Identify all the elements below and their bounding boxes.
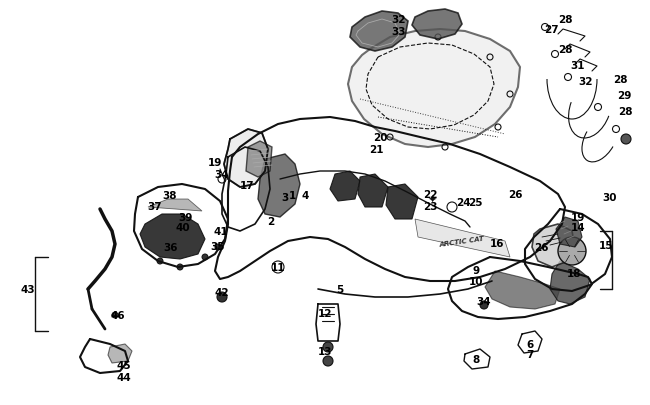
Text: 28: 28 [558, 45, 572, 55]
Text: 31: 31 [571, 61, 585, 71]
Text: 18: 18 [567, 269, 581, 278]
Text: 32: 32 [392, 15, 406, 25]
Polygon shape [556, 217, 582, 247]
Text: 39: 39 [178, 213, 192, 222]
Text: 26: 26 [508, 190, 522, 200]
Polygon shape [532, 224, 575, 267]
Polygon shape [140, 215, 205, 259]
Text: 22: 22 [422, 190, 437, 200]
Circle shape [323, 342, 333, 352]
Circle shape [217, 292, 227, 302]
Polygon shape [358, 175, 388, 207]
Text: 26: 26 [534, 243, 548, 252]
Text: 34: 34 [214, 170, 229, 179]
Text: 19: 19 [208, 158, 222, 168]
Polygon shape [412, 10, 462, 40]
Polygon shape [148, 200, 202, 211]
Circle shape [202, 254, 208, 260]
Circle shape [621, 135, 631, 145]
Text: 19: 19 [571, 213, 585, 222]
Text: 3: 3 [281, 192, 289, 202]
Text: 9: 9 [473, 265, 480, 275]
Polygon shape [224, 130, 268, 188]
Text: 28: 28 [618, 107, 632, 117]
Text: 38: 38 [162, 190, 177, 200]
Text: 27: 27 [543, 25, 558, 35]
Text: 43: 43 [21, 284, 35, 294]
Text: 28: 28 [558, 15, 572, 25]
Text: 34: 34 [476, 296, 491, 306]
Text: 37: 37 [148, 202, 162, 211]
Text: 20: 20 [372, 133, 387, 143]
Text: 36: 36 [164, 243, 178, 252]
Polygon shape [108, 344, 132, 363]
Circle shape [177, 264, 183, 270]
Text: 10: 10 [469, 276, 483, 286]
Polygon shape [485, 271, 560, 309]
Text: 16: 16 [489, 239, 504, 248]
Text: 6: 6 [526, 339, 534, 349]
Text: 13: 13 [318, 346, 332, 356]
Circle shape [112, 312, 118, 318]
Text: 2: 2 [267, 216, 274, 226]
Text: 42: 42 [214, 287, 229, 297]
Text: 8: 8 [473, 354, 480, 364]
Text: 7: 7 [526, 349, 534, 359]
Text: 45: 45 [117, 360, 131, 370]
Circle shape [157, 258, 163, 264]
Polygon shape [258, 155, 300, 217]
Polygon shape [550, 261, 590, 304]
Text: 30: 30 [603, 192, 618, 202]
Text: 40: 40 [176, 222, 190, 232]
Text: ✦: ✦ [427, 194, 437, 205]
Text: 28: 28 [613, 75, 627, 85]
Text: 14: 14 [571, 222, 585, 232]
Text: 44: 44 [116, 372, 131, 382]
Text: ARCTIC CAT: ARCTIC CAT [439, 235, 485, 247]
Text: 33: 33 [392, 27, 406, 37]
Text: 17: 17 [240, 181, 254, 190]
Polygon shape [350, 12, 408, 52]
Text: 46: 46 [111, 310, 125, 320]
Circle shape [215, 244, 221, 250]
Polygon shape [386, 185, 418, 220]
Polygon shape [246, 142, 272, 177]
Polygon shape [330, 172, 360, 202]
Text: 11: 11 [271, 262, 285, 272]
Text: 12: 12 [318, 308, 332, 318]
Text: 15: 15 [599, 241, 613, 250]
Text: 29: 29 [617, 91, 631, 101]
Text: 5: 5 [337, 284, 344, 294]
Circle shape [323, 356, 333, 366]
Text: 21: 21 [369, 145, 383, 155]
Text: 32: 32 [578, 77, 593, 87]
Text: 1: 1 [289, 190, 296, 200]
Text: 41: 41 [214, 226, 228, 237]
Polygon shape [348, 30, 520, 148]
Text: 35: 35 [211, 241, 226, 252]
Text: 25: 25 [468, 198, 482, 207]
Polygon shape [415, 220, 510, 257]
Circle shape [480, 301, 488, 309]
Text: 24: 24 [456, 198, 471, 207]
Text: 4: 4 [302, 190, 309, 200]
Circle shape [558, 237, 586, 265]
Text: 23: 23 [422, 202, 437, 211]
